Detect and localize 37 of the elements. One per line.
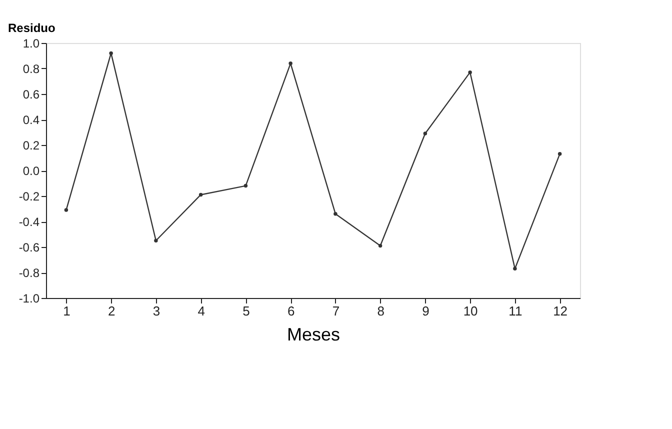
y-tick-label: 1.0	[22, 36, 40, 50]
x-tick-label: 9	[422, 304, 430, 318]
y-tick-label: 0.0	[22, 164, 40, 178]
point	[109, 51, 113, 56]
y-tick-label: -0.2	[18, 190, 40, 204]
point	[378, 244, 382, 248]
point	[513, 266, 517, 271]
x-tick-label: 5	[242, 304, 250, 318]
y-tick-label: -0.4	[18, 215, 40, 229]
x-tick-label: 2	[108, 304, 116, 318]
x-tick-label: 12	[553, 304, 568, 318]
y-tick-label: 0.4	[22, 113, 40, 127]
x-tick-label: 4	[198, 304, 205, 318]
x-axis-title: Meses	[286, 324, 340, 344]
x-tick-label: 3	[152, 304, 160, 318]
y-tick-label: 0.2	[22, 138, 40, 152]
point	[244, 184, 248, 188]
x-tick-label: 7	[332, 304, 340, 318]
y-tick-label: -0.8	[18, 266, 40, 280]
y-axis-title: Residuo	[8, 21, 56, 35]
x-tick-label: 8	[377, 304, 384, 318]
point	[334, 212, 338, 216]
x-tick-label: 11	[508, 304, 522, 318]
y-tick-label: -0.6	[18, 240, 40, 254]
point	[154, 238, 158, 242]
point	[558, 152, 562, 156]
y-tick-label: -1.0	[18, 292, 40, 306]
y-tick-label: 0.6	[22, 88, 40, 102]
x-tick-label: 10	[463, 304, 478, 318]
point	[198, 192, 203, 197]
y-tick-label: 0.8	[22, 62, 40, 76]
point	[468, 70, 472, 74]
x-tick-label: 1	[63, 304, 70, 318]
point	[64, 208, 68, 212]
x-tick-label: 6	[287, 304, 295, 318]
point	[423, 132, 428, 136]
point	[288, 62, 292, 66]
